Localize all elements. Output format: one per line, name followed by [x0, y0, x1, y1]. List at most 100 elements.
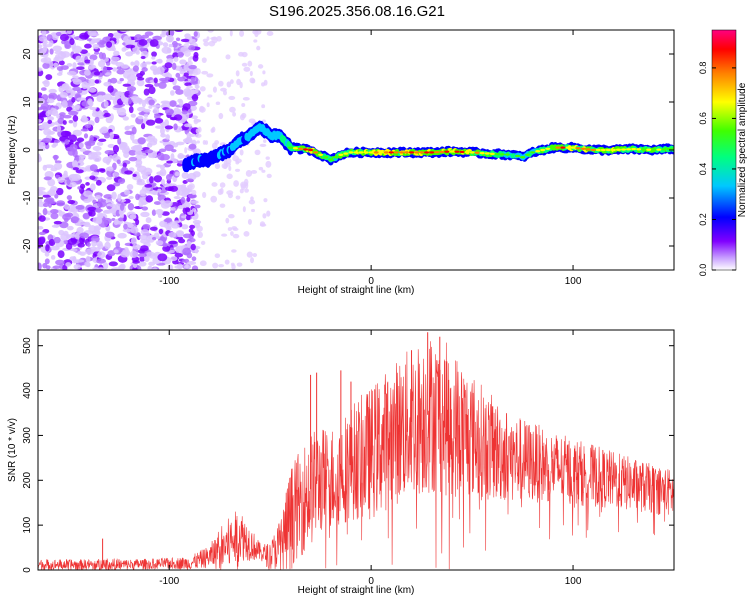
noise-blob: [223, 159, 228, 166]
noise-blob: [184, 207, 191, 213]
noise-blob: [75, 169, 84, 174]
noise-blob: [138, 256, 146, 262]
noise-blob: [188, 143, 197, 150]
noise-blob: [41, 30, 47, 37]
x-tick-label: -100: [159, 276, 179, 287]
noise-blob: [164, 76, 171, 81]
noise-blob: [145, 195, 154, 203]
noise-blob: [68, 134, 78, 143]
ridge-core: [610, 148, 616, 152]
noise-blob: [136, 182, 146, 186]
y-tick-label: 300: [22, 427, 33, 444]
noise-blob: [68, 110, 79, 116]
noise-blob: [249, 70, 253, 77]
noise-blob: [75, 205, 85, 210]
noise-blob: [58, 85, 64, 93]
ridge-core: [444, 150, 450, 153]
ridge-core: [338, 153, 344, 156]
noise-blob: [120, 64, 129, 69]
noise-blob: [137, 137, 147, 145]
noise-blob: [166, 222, 172, 230]
ridge-core: [560, 146, 566, 149]
noise-blob: [246, 251, 253, 258]
noise-blob: [147, 239, 154, 243]
noise-blob: [42, 194, 51, 198]
noise-blob: [41, 87, 47, 91]
noise-blob: [65, 262, 72, 267]
noise-blob: [48, 188, 56, 197]
noise-blob: [97, 40, 107, 48]
ridge-core: [474, 151, 480, 154]
noise-blob: [191, 256, 197, 262]
ridge-core: [626, 148, 632, 151]
noise-blob: [53, 162, 63, 170]
noise-blob: [53, 62, 59, 68]
noise-blob: [127, 202, 135, 211]
noise-blob: [248, 199, 256, 205]
noise-blob: [132, 244, 141, 250]
y-tick-label: 200: [22, 472, 33, 489]
noise-blob: [99, 127, 109, 134]
noise-blob: [76, 226, 84, 234]
noise-blob: [66, 71, 77, 76]
noise-blob: [118, 217, 124, 222]
noise-blob: [151, 61, 157, 65]
noise-blob: [38, 119, 42, 123]
noise-blob: [120, 251, 130, 258]
noise-blob: [168, 43, 173, 48]
noise-blob: [125, 51, 134, 57]
noise-blob: [55, 259, 65, 266]
noise-blob: [143, 108, 151, 113]
noise-blob: [154, 117, 164, 124]
noise-blob: [225, 217, 230, 224]
noise-blob: [97, 251, 106, 259]
noise-blob: [50, 209, 59, 214]
ridge-core: [651, 148, 657, 152]
noise-blob: [113, 249, 119, 254]
ridge-core: [363, 151, 369, 154]
ridge-core: [439, 150, 445, 154]
noise-blob: [38, 231, 46, 236]
noise-blob: [179, 59, 187, 65]
noise-blob: [132, 267, 138, 270]
noise-blob: [141, 123, 146, 130]
noise-blob: [175, 89, 184, 95]
noise-blob: [171, 62, 177, 70]
noise-blob: [255, 30, 262, 35]
ridge-core: [308, 148, 314, 152]
noise-blob: [87, 206, 97, 212]
noise-blob: [229, 106, 236, 113]
noise-blob: [152, 191, 158, 196]
noise-blob: [62, 120, 67, 125]
noise-blob: [130, 113, 136, 118]
noise-blob: [38, 189, 44, 197]
noise-blob: [96, 200, 107, 208]
noise-blob: [66, 30, 73, 35]
ridge-core: [449, 150, 455, 153]
noise-blob: [80, 128, 89, 132]
noise-blob: [243, 66, 251, 72]
colorbar: 0.0 0.2 0.4 0.6 0.8 Normalized spectral ampl…: [698, 29, 748, 276]
noise-blob: [218, 80, 224, 87]
noise-blob: [140, 170, 147, 175]
noise-blob: [168, 240, 178, 245]
noise-blob: [123, 189, 131, 196]
noise-blob: [195, 128, 200, 134]
ridge-core: [636, 148, 642, 151]
noise-blob: [177, 76, 186, 82]
noise-blob: [143, 113, 149, 118]
noise-blob: [226, 190, 234, 196]
noise-blob: [130, 226, 139, 234]
noise-blob: [184, 147, 188, 154]
ridge-core: [605, 148, 611, 152]
noise-blob: [148, 176, 154, 184]
noise-blob: [38, 92, 43, 97]
noise-blob: [138, 47, 149, 52]
ridge-core: [358, 151, 364, 154]
noise-blob: [50, 255, 56, 260]
noise-blob: [138, 39, 148, 46]
ridge-core: [494, 152, 500, 156]
ridge-core: [303, 148, 309, 151]
noise-blob: [48, 88, 57, 94]
